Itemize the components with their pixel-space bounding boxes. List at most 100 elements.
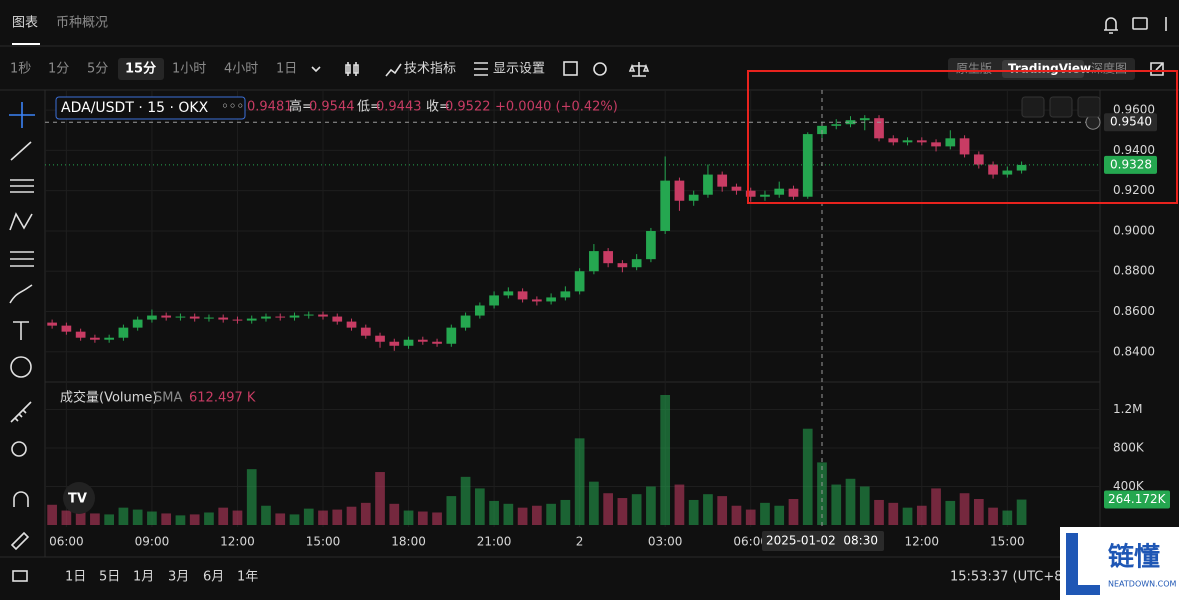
indicators-button[interactable]: 技术指标 <box>404 62 456 77</box>
tv-logo[interactable] <box>63 482 95 514</box>
volume-bar <box>417 511 428 525</box>
crosshair-x-label: 2025-01-02 08:30 <box>766 534 878 548</box>
lock-draw-tool[interactable] <box>10 531 30 551</box>
window-icon[interactable] <box>1132 17 1148 30</box>
settings-icon[interactable] <box>593 62 607 76</box>
candle-body <box>375 335 385 342</box>
range-button[interactable]: 6月 <box>203 570 224 585</box>
range-button[interactable]: 1日 <box>65 570 86 585</box>
candle-body <box>646 230 656 260</box>
legend-change: +0.0040 (+0.42%) <box>495 100 618 115</box>
volume-bar <box>916 505 927 525</box>
interval-button[interactable]: 15分 <box>125 61 156 77</box>
display-button[interactable]: 显示设置 <box>493 62 545 77</box>
candle-body <box>760 194 770 197</box>
scroll-button[interactable] <box>1021 96 1045 118</box>
zoom-tool[interactable] <box>11 441 27 457</box>
interval-button[interactable]: 1小时 <box>172 62 206 77</box>
dropdown-icon[interactable] <box>311 66 321 73</box>
magnet-tool[interactable] <box>13 491 29 507</box>
legend-close: 0.9522 <box>445 100 491 115</box>
volume-bar <box>631 494 642 525</box>
x-tick-label: 03:00 <box>648 535 683 549</box>
crosshair-tool[interactable] <box>9 102 35 128</box>
interval-button[interactable]: 1秒 <box>10 62 31 77</box>
candle-body <box>118 327 129 338</box>
volume-bar <box>988 507 998 525</box>
alert-icon[interactable] <box>1104 17 1118 34</box>
candle-body <box>532 299 542 302</box>
range-button[interactable]: 3月 <box>168 570 189 585</box>
text-tool[interactable] <box>13 321 29 340</box>
candle-body <box>346 321 357 328</box>
legend-high: 0.9544 <box>309 100 355 115</box>
ruler-tool[interactable] <box>10 401 32 423</box>
reset-button[interactable] <box>1077 96 1101 118</box>
candle-body <box>403 339 414 346</box>
volume-bar <box>204 512 214 525</box>
interval-button[interactable]: 5分 <box>87 62 108 77</box>
interval-button[interactable]: 1分 <box>48 62 69 77</box>
volume-bar <box>446 496 457 525</box>
candle-body <box>802 134 813 197</box>
line-tool[interactable] <box>10 141 32 161</box>
indicator-icon[interactable] <box>385 63 402 77</box>
volume-bar <box>375 472 385 525</box>
symbol-box[interactable] <box>55 96 246 120</box>
candle-body <box>560 291 571 298</box>
tab[interactable]: 图表 <box>12 16 38 31</box>
more-dots[interactable]: ◦◦◦ <box>221 100 244 115</box>
emoji-tool[interactable] <box>10 356 32 378</box>
candle-body <box>603 251 613 264</box>
range-button[interactable]: 1月 <box>133 570 154 585</box>
volume-bar <box>945 500 956 525</box>
fit-button[interactable] <box>1049 96 1073 118</box>
interval-button[interactable]: 4小时 <box>224 62 258 77</box>
view-button[interactable]: 原生版 <box>956 62 992 76</box>
candle-body <box>275 316 286 318</box>
template-icon[interactable] <box>563 61 578 76</box>
tab[interactable]: 币种概况 <box>56 16 108 31</box>
candle-body <box>874 118 884 139</box>
volume-bar <box>47 504 57 525</box>
candle-body <box>218 317 229 320</box>
range-button[interactable]: 1年 <box>237 570 258 585</box>
volume-bar <box>688 499 699 525</box>
candle-body <box>261 316 271 319</box>
clock: 15:53:37 (UTC+8) <box>950 570 1068 585</box>
volume-bar <box>175 515 186 525</box>
volume-bar <box>802 428 813 525</box>
display-icon[interactable] <box>474 62 488 76</box>
interval-button[interactable]: 1日 <box>276 62 297 77</box>
candle-body <box>417 339 428 342</box>
view-button[interactable]: TradingView <box>1008 62 1091 76</box>
candle-body <box>389 341 400 346</box>
volume-bar <box>760 502 770 525</box>
last-price-label: 0.9328 <box>1110 157 1152 171</box>
channel-tool[interactable] <box>10 179 34 193</box>
lock-tool[interactable] <box>12 570 28 582</box>
compare-icon[interactable] <box>628 62 650 77</box>
volume-bar <box>275 513 286 525</box>
volume-bar <box>489 500 499 525</box>
view-button[interactable]: 深度图 <box>1091 61 1127 76</box>
fib-tool[interactable] <box>10 251 34 267</box>
x-tick-label: 12:00 <box>904 535 939 549</box>
legend-open: 0.9481 <box>247 100 293 115</box>
volume-sma: 612.497 K <box>189 391 256 406</box>
candle-body <box>902 140 913 143</box>
range-button[interactable]: 5日 <box>99 570 120 585</box>
chart-type-icon[interactable] <box>345 62 359 76</box>
volume-bar <box>332 509 343 525</box>
pattern-tool[interactable] <box>9 212 33 231</box>
symbol: ADA/USDT · 15 · OKX <box>61 100 209 116</box>
brush-tool[interactable] <box>9 284 33 304</box>
candle-body <box>1016 164 1027 171</box>
x-tick-label: 12:00 <box>220 535 255 549</box>
candle-body <box>147 315 157 320</box>
x-tick-label: 18:00 <box>391 535 426 549</box>
y-tick-label: 0.8800 <box>1113 264 1155 278</box>
volume-bar <box>161 513 172 525</box>
y-tick-label: 0.9000 <box>1113 223 1155 237</box>
